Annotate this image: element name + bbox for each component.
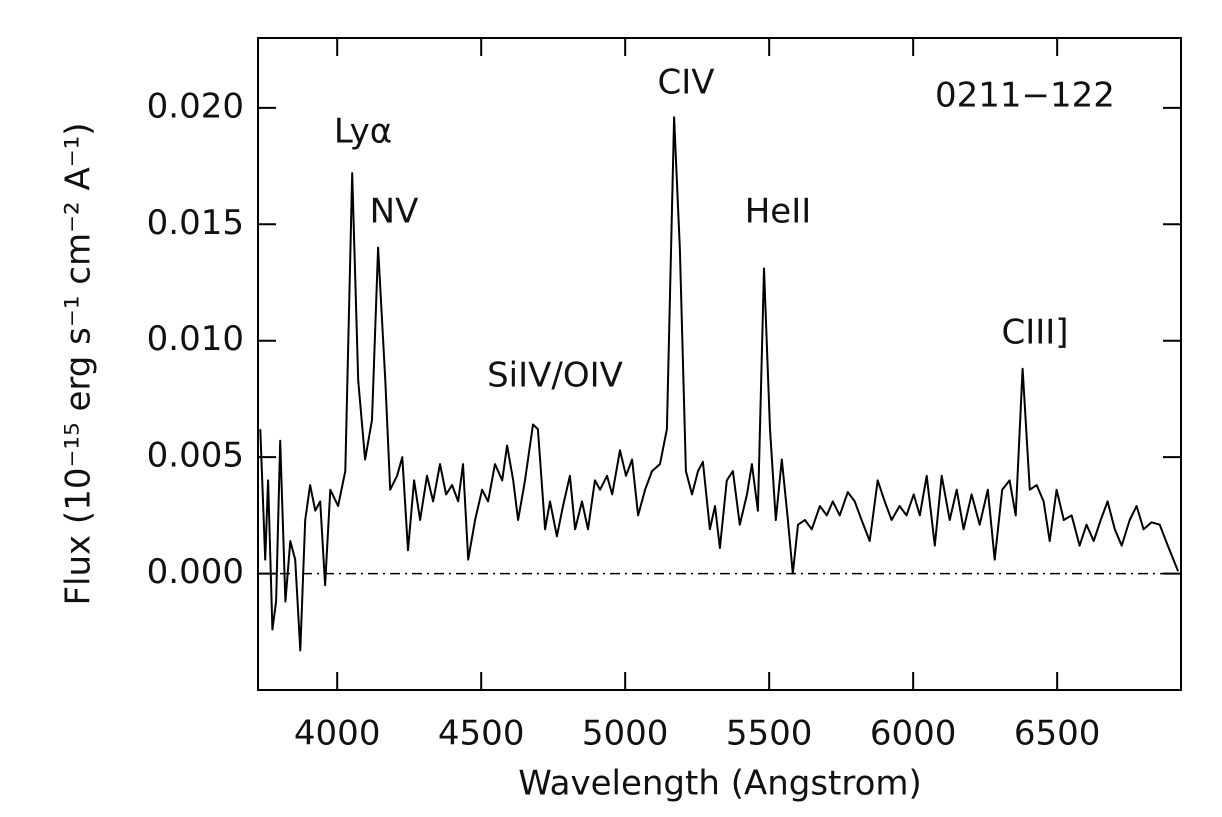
x-axis-label: Wavelength (Angstrom) — [518, 764, 922, 804]
annotation: SiIV/OIV — [487, 356, 623, 396]
x-tick-label: 5000 — [582, 714, 669, 754]
y-axis-label: Flux (10⁻¹⁵ erg s⁻¹ cm⁻² A⁻¹) — [59, 122, 99, 605]
annotation: 0211−122 — [935, 76, 1115, 116]
y-tick-label: 0.000 — [147, 552, 244, 592]
annotation: HeII — [745, 192, 812, 232]
y-tick-label: 0.015 — [147, 203, 244, 243]
x-tick-label: 5500 — [726, 714, 813, 754]
annotation: CIV — [657, 63, 714, 103]
y-tick-label: 0.010 — [147, 319, 244, 359]
x-tick-label: 6000 — [870, 714, 957, 754]
spectrum-line — [259, 116, 1180, 652]
y-tick-label: 0.020 — [147, 86, 244, 126]
x-tick-label: 6500 — [1014, 714, 1101, 754]
annotation: CIII] — [1001, 313, 1068, 353]
annotation: NV — [370, 192, 419, 232]
y-tick-label: 0.005 — [147, 436, 244, 476]
x-tick-label: 4500 — [438, 714, 525, 754]
x-tick-label: 4000 — [294, 714, 381, 754]
plot-frame — [257, 37, 1182, 691]
annotation: Lyα — [334, 112, 392, 152]
